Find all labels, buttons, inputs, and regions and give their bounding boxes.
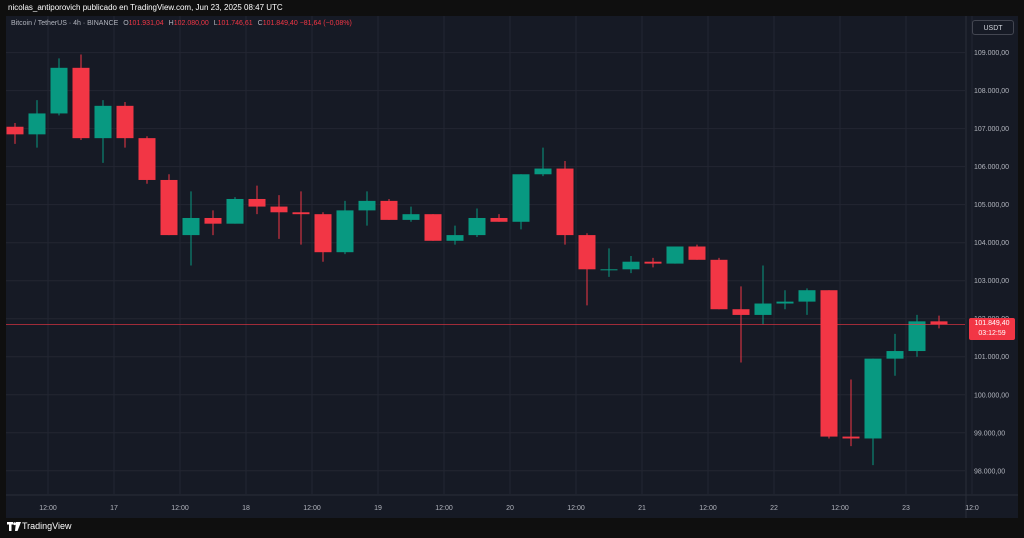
time-tick-label: 12:00 bbox=[699, 505, 717, 512]
time-tick-label: 12:00 bbox=[39, 505, 57, 512]
price-tick-label: 98.000,00 bbox=[974, 468, 1005, 475]
candle-body bbox=[50, 67, 68, 114]
candle-body bbox=[358, 200, 376, 211]
time-tick-label: 12:00 bbox=[171, 505, 189, 512]
candle-body bbox=[512, 174, 530, 222]
price-tick-label: 104.000,00 bbox=[974, 240, 1009, 247]
candle-body bbox=[820, 290, 838, 437]
candle-body bbox=[380, 200, 398, 220]
time-tick-label: 18 bbox=[242, 505, 250, 512]
high-label: H bbox=[168, 20, 174, 27]
countdown-value: 03:12:59 bbox=[978, 330, 1006, 337]
footer-bar: TradingView bbox=[0, 518, 1024, 538]
symbol-legend: Bitcoin / TetherUS · 4h · BINANCE O101.9… bbox=[11, 20, 352, 27]
price-axis[interactable]: 109.000,00 108.000,00 107.000,00 106.000,00… bbox=[974, 50, 1009, 475]
price-tick-label: 107.000,00 bbox=[974, 126, 1009, 133]
candle-body bbox=[732, 309, 750, 315]
candle-body bbox=[688, 246, 706, 260]
candle-body bbox=[754, 303, 772, 315]
time-tick-label: 12:00 bbox=[567, 505, 585, 512]
time-tick-label: 12:00 bbox=[303, 505, 321, 512]
candle-body bbox=[490, 217, 508, 222]
time-axis[interactable]: 12:00 17 12:00 18 12:00 19 12:00 20 12:00 21 12:00… bbox=[39, 505, 979, 512]
time-tick-label: 12:00 bbox=[831, 505, 849, 512]
low-label: L bbox=[213, 20, 218, 27]
tradingview-brand: TradingView bbox=[22, 521, 72, 531]
time-tick-label: 19 bbox=[374, 505, 382, 512]
candle-body bbox=[204, 217, 222, 224]
candle-body bbox=[270, 206, 288, 213]
candle-body bbox=[402, 214, 420, 220]
price-tick-label: 105.000,00 bbox=[974, 202, 1009, 209]
time-tick-label: 17 bbox=[110, 505, 118, 512]
candles-layer bbox=[6, 54, 948, 466]
time-tick-label: 12:00 bbox=[435, 505, 453, 512]
price-tick-label: 106.000,00 bbox=[974, 164, 1009, 171]
time-tick-label: 21 bbox=[638, 505, 646, 512]
candle-body bbox=[930, 321, 948, 325]
last-price-value: 101.849,40 bbox=[974, 320, 1010, 327]
grid-lines bbox=[6, 16, 1018, 518]
candle-body bbox=[226, 198, 244, 224]
open-value: 101.931,04 bbox=[128, 20, 164, 27]
candle-body bbox=[644, 261, 662, 264]
candle-body bbox=[28, 113, 46, 135]
close-label: C bbox=[257, 20, 263, 27]
currency-button[interactable]: USDT bbox=[972, 20, 1014, 35]
time-tick-label: 22 bbox=[770, 505, 778, 512]
high-value: 102.080,00 bbox=[173, 20, 209, 27]
price-tick-label: 108.000,00 bbox=[974, 88, 1009, 95]
candle-body bbox=[666, 246, 684, 264]
time-tick-label: 20 bbox=[506, 505, 514, 512]
price-tick-label: 103.000,00 bbox=[974, 278, 1009, 285]
candle-body bbox=[886, 351, 904, 359]
candle-body bbox=[160, 179, 178, 236]
candle-body bbox=[556, 168, 574, 236]
candle-body bbox=[314, 214, 332, 253]
candle-body bbox=[182, 217, 200, 236]
open-label: O bbox=[123, 20, 129, 27]
change-value: −81,64 (−0,08%) bbox=[299, 20, 352, 27]
time-tick-label: 12:0 bbox=[965, 505, 979, 512]
candle-body bbox=[534, 168, 552, 175]
close-value: 101.849,40 bbox=[262, 20, 298, 27]
candle-body bbox=[72, 67, 90, 139]
candle-body bbox=[116, 105, 134, 139]
candle-body bbox=[864, 358, 882, 439]
candle-body bbox=[468, 217, 486, 236]
symbol-name: Bitcoin / TetherUS · 4h · BINANCE bbox=[11, 20, 119, 27]
price-tick-label: 99.000,00 bbox=[974, 430, 1005, 437]
candle-body bbox=[908, 321, 926, 352]
candle-body bbox=[798, 290, 816, 302]
candle-body bbox=[578, 235, 596, 270]
low-value: 101.746,61 bbox=[217, 20, 253, 27]
candle-body bbox=[446, 235, 464, 241]
candle-body bbox=[842, 436, 860, 439]
candle-body bbox=[292, 212, 310, 215]
candle-body bbox=[424, 214, 442, 241]
candle-body bbox=[600, 269, 618, 271]
publisher-header: nicolas_antiporovich publicado en Tradin… bbox=[0, 0, 1024, 16]
tradingview-logo-icon bbox=[7, 522, 21, 531]
candle-body bbox=[248, 198, 266, 207]
candle-body bbox=[776, 301, 794, 304]
time-tick-label: 23 bbox=[902, 505, 910, 512]
last-price-tag: 101.849,40 03:12:59 bbox=[969, 318, 1015, 340]
candle-body bbox=[6, 126, 24, 135]
candle-body bbox=[336, 210, 354, 253]
chart-panel[interactable] bbox=[6, 16, 1018, 518]
candle-body bbox=[138, 138, 156, 180]
price-tick-label: 109.000,00 bbox=[974, 50, 1009, 57]
candle-body bbox=[710, 259, 728, 310]
price-tick-label: 101.000,00 bbox=[974, 354, 1009, 361]
candle-body bbox=[94, 105, 112, 139]
candle-body bbox=[622, 261, 640, 270]
price-tick-label: 100.000,00 bbox=[974, 392, 1009, 399]
